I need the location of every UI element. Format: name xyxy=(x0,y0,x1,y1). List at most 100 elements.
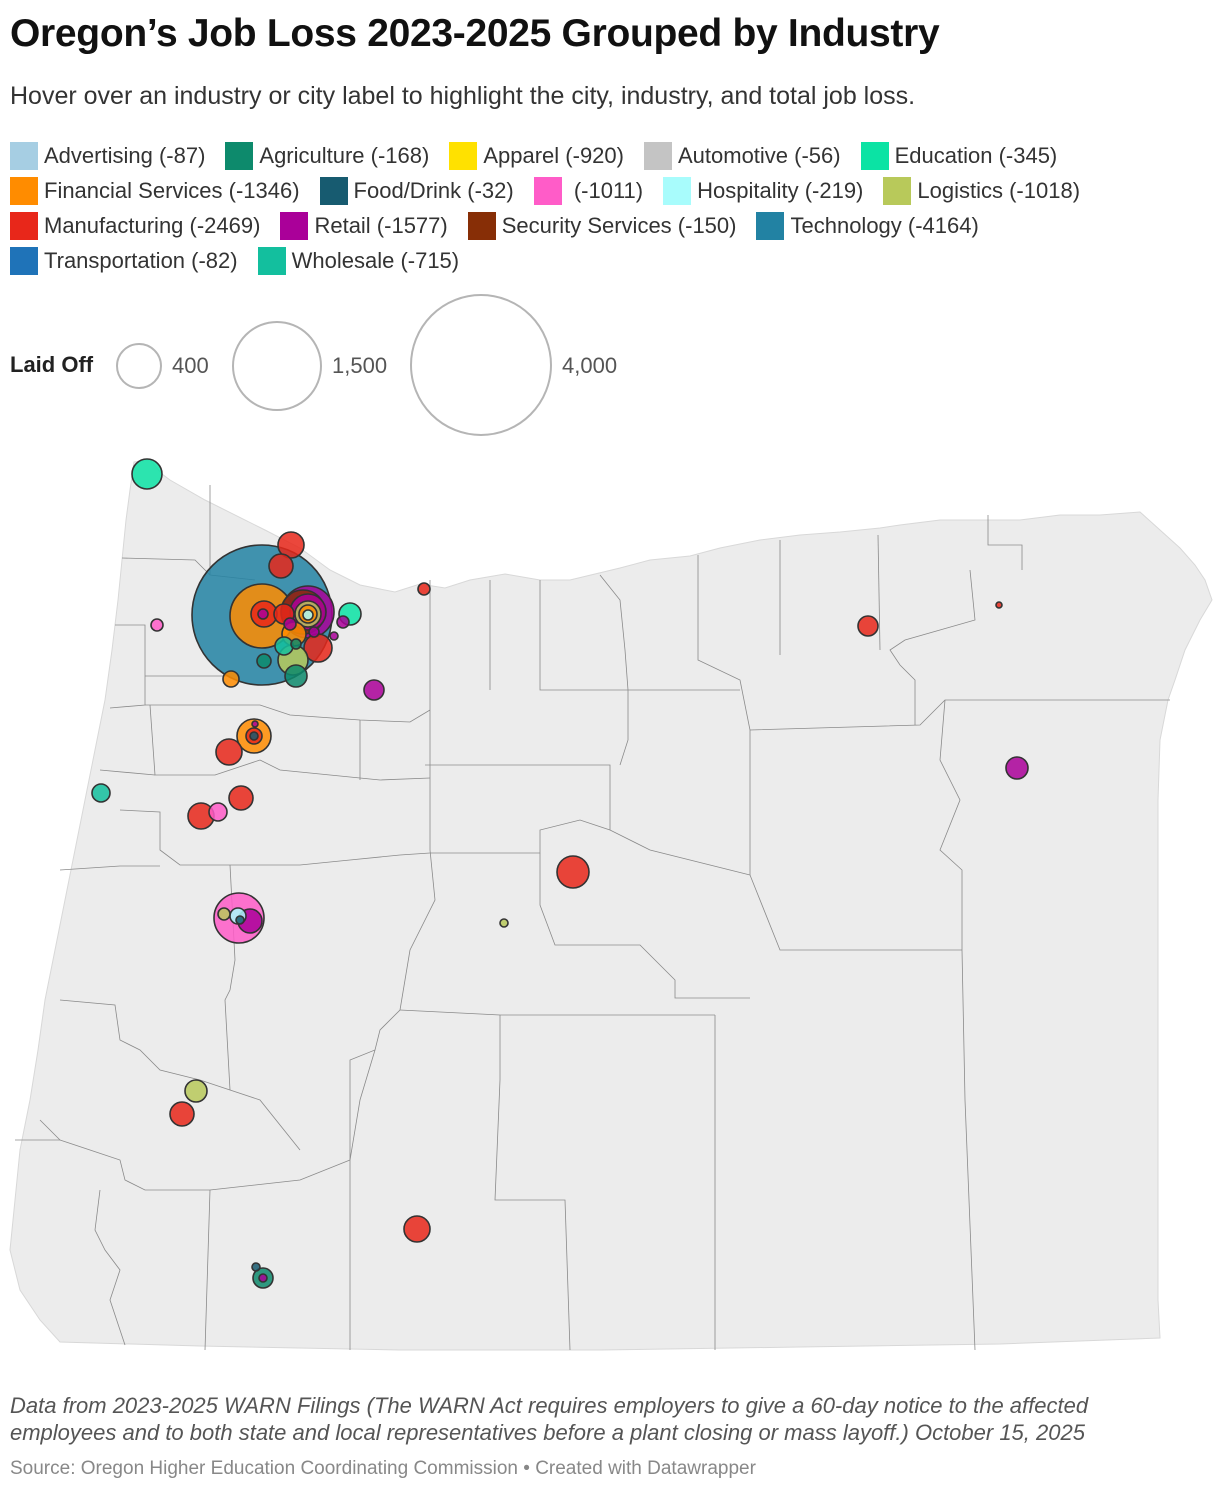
legend-label: Manufacturing (-2469) xyxy=(44,212,261,238)
legend-item-automotive[interactable]: Automotive (-56) xyxy=(643,141,841,170)
bubble-logistics-lapine[interactable] xyxy=(499,918,509,928)
size-value-small: 400 xyxy=(172,353,209,378)
bubble-manufacturing-albany[interactable] xyxy=(228,785,254,811)
bubble-unlabeled-corvallis[interactable] xyxy=(208,802,228,822)
bubble-manufacturing-roseburg[interactable] xyxy=(169,1101,195,1127)
size-circle-medium xyxy=(232,321,322,411)
bubble-retail-beaverton[interactable] xyxy=(283,617,297,631)
size-circle-large xyxy=(410,294,552,436)
bubble-retail-gresham[interactable] xyxy=(336,615,350,629)
legend-label: Logistics (-1018) xyxy=(917,177,1081,203)
bubble-foodrink-medford[interactable] xyxy=(251,1262,261,1272)
bubble-manufacturing-klamath[interactable] xyxy=(403,1215,431,1243)
swatch xyxy=(663,176,692,205)
legend-label: Hospitality (-219) xyxy=(697,177,864,203)
swatch xyxy=(319,176,348,205)
bubble-manufacturing-pendleton[interactable] xyxy=(857,615,879,637)
legend-label: Apparel (-920) xyxy=(483,142,624,168)
chart-subtitle: Hover over an industry or city label to … xyxy=(10,82,916,110)
bubble-agriculture-aurora[interactable] xyxy=(284,664,308,688)
legend-item-logistics[interactable]: Logistics (-1018) xyxy=(883,176,1081,205)
bubble-retail-madras[interactable] xyxy=(363,679,385,701)
legend-label: Food/Drink (-32) xyxy=(353,177,514,203)
bubble-retail-medford[interactable] xyxy=(258,1273,268,1283)
bubble-wholesale-tualatin[interactable] xyxy=(274,636,294,656)
swatch xyxy=(10,141,38,170)
bubble-manufacturing-elgin[interactable] xyxy=(995,601,1003,609)
bubble-education-astoria[interactable] xyxy=(131,458,163,490)
legend-item-agriculture[interactable]: Agriculture (-168) xyxy=(225,141,430,170)
legend-item-apparel[interactable]: Apparel (-920) xyxy=(449,141,624,170)
legend-item-education[interactable]: Education (-345) xyxy=(860,141,1058,170)
bubble-wholesale-newport[interactable] xyxy=(91,783,111,803)
legend-label: Education (-345) xyxy=(894,142,1058,168)
legend-item-wholesale[interactable]: Wholesale (-715) xyxy=(257,246,460,275)
bubble-foodrink-salem[interactable] xyxy=(249,731,259,741)
legend-item-unlabeled[interactable]: (-1011) xyxy=(533,176,643,205)
oregon-state-shape xyxy=(9,459,1213,1351)
source-credit: Source: Oregon Higher Education Coordina… xyxy=(10,1458,756,1479)
swatch xyxy=(533,176,562,205)
swatch xyxy=(10,211,38,240)
swatch xyxy=(257,246,286,275)
legend-item-hospitality[interactable]: Hospitality (-219) xyxy=(663,176,864,205)
bubble-financial-mcminnville[interactable] xyxy=(222,670,240,688)
legend-item-transportation[interactable]: Transportation (-82) xyxy=(10,246,238,275)
size-circle-small xyxy=(116,343,162,389)
industry-legend: Advertising (-87) Agriculture (-168) App… xyxy=(10,138,1210,278)
legend-row: Transportation (-82) Wholesale (-715) xyxy=(10,243,1210,278)
bubble-manufacturing-scappoose[interactable] xyxy=(268,553,294,579)
legend-item-financial-services[interactable]: Financial Services (-1346) xyxy=(10,176,300,205)
bubble-agriculture-canby[interactable] xyxy=(290,638,302,650)
oregon-map xyxy=(9,458,1213,1351)
size-value-medium: 1,500 xyxy=(332,353,388,378)
swatch xyxy=(860,141,889,170)
swatch xyxy=(280,211,309,240)
chart-title: Oregon’s Job Loss 2023-2025 Grouped by I… xyxy=(10,12,940,55)
bubble-manufacturing-dallas[interactable] xyxy=(215,738,243,766)
legend-label: Security Services (-150) xyxy=(501,212,737,238)
legend-item-technology[interactable]: Technology (-4164) xyxy=(756,211,979,240)
bubble-retail-baker-city[interactable] xyxy=(1005,756,1029,780)
legend-label: Retail (-1577) xyxy=(314,212,448,238)
bubble-retail-oregon-city[interactable] xyxy=(329,631,339,641)
size-legend-title: Laid Off xyxy=(10,352,94,377)
legend-row: Manufacturing (-2469) Retail (-1577) Sec… xyxy=(10,208,1210,243)
legend-item-advertising[interactable]: Advertising (-87) xyxy=(10,141,206,170)
bubble-manufacturing-bend[interactable] xyxy=(556,855,590,889)
bubble-hospitality-portland[interactable] xyxy=(302,609,314,621)
footnote: Data from 2023-2025 WARN Filings (The WA… xyxy=(10,1393,1089,1445)
swatch xyxy=(756,211,785,240)
swatch xyxy=(883,176,912,205)
swatch xyxy=(643,141,672,170)
bubble-retail-salem[interactable] xyxy=(251,720,259,728)
legend-label: Agriculture (-168) xyxy=(259,142,430,168)
legend-label: Advertising (-87) xyxy=(44,142,206,168)
swatch xyxy=(225,141,254,170)
bubble-foodrink-eugene[interactable] xyxy=(235,915,245,925)
county-lines xyxy=(15,485,1170,1351)
legend-row: Financial Services (-1346) Food/Drink (-… xyxy=(10,173,1210,208)
legend-label: Wholesale (-715) xyxy=(291,247,460,273)
bubble-logistics-roseburg[interactable] xyxy=(184,1079,208,1103)
size-value-large: 4,000 xyxy=(562,353,618,378)
swatch xyxy=(467,211,496,240)
bubble-manufacturing-stheelens[interactable] xyxy=(277,531,305,559)
legend-item-security-services[interactable]: Security Services (-150) xyxy=(467,211,737,240)
bubble-logistics-springfield[interactable] xyxy=(217,907,231,921)
legend-row: Advertising (-87) Agriculture (-168) App… xyxy=(10,138,1210,173)
swatch xyxy=(449,141,478,170)
legend-item-manufacturing[interactable]: Manufacturing (-2469) xyxy=(10,211,261,240)
bubble-retail-milwaukie[interactable] xyxy=(308,626,320,638)
legend-label: Transportation (-82) xyxy=(44,247,238,273)
legend-label: Automotive (-56) xyxy=(677,142,841,168)
bubble-retail-hillsboro[interactable] xyxy=(257,608,269,620)
bubble-manufacturing-hood-river[interactable] xyxy=(417,582,431,596)
bubble-agriculture-newberg[interactable] xyxy=(256,653,272,669)
bubble-unlabeled-tillamook[interactable] xyxy=(150,618,164,632)
legend-item-food-drink[interactable]: Food/Drink (-32) xyxy=(319,176,514,205)
swatch xyxy=(10,176,38,205)
swatch xyxy=(10,246,38,275)
legend-item-retail[interactable]: Retail (-1577) xyxy=(280,211,448,240)
size-legend: Laid Off 400 1,500 4,000 xyxy=(10,292,710,442)
